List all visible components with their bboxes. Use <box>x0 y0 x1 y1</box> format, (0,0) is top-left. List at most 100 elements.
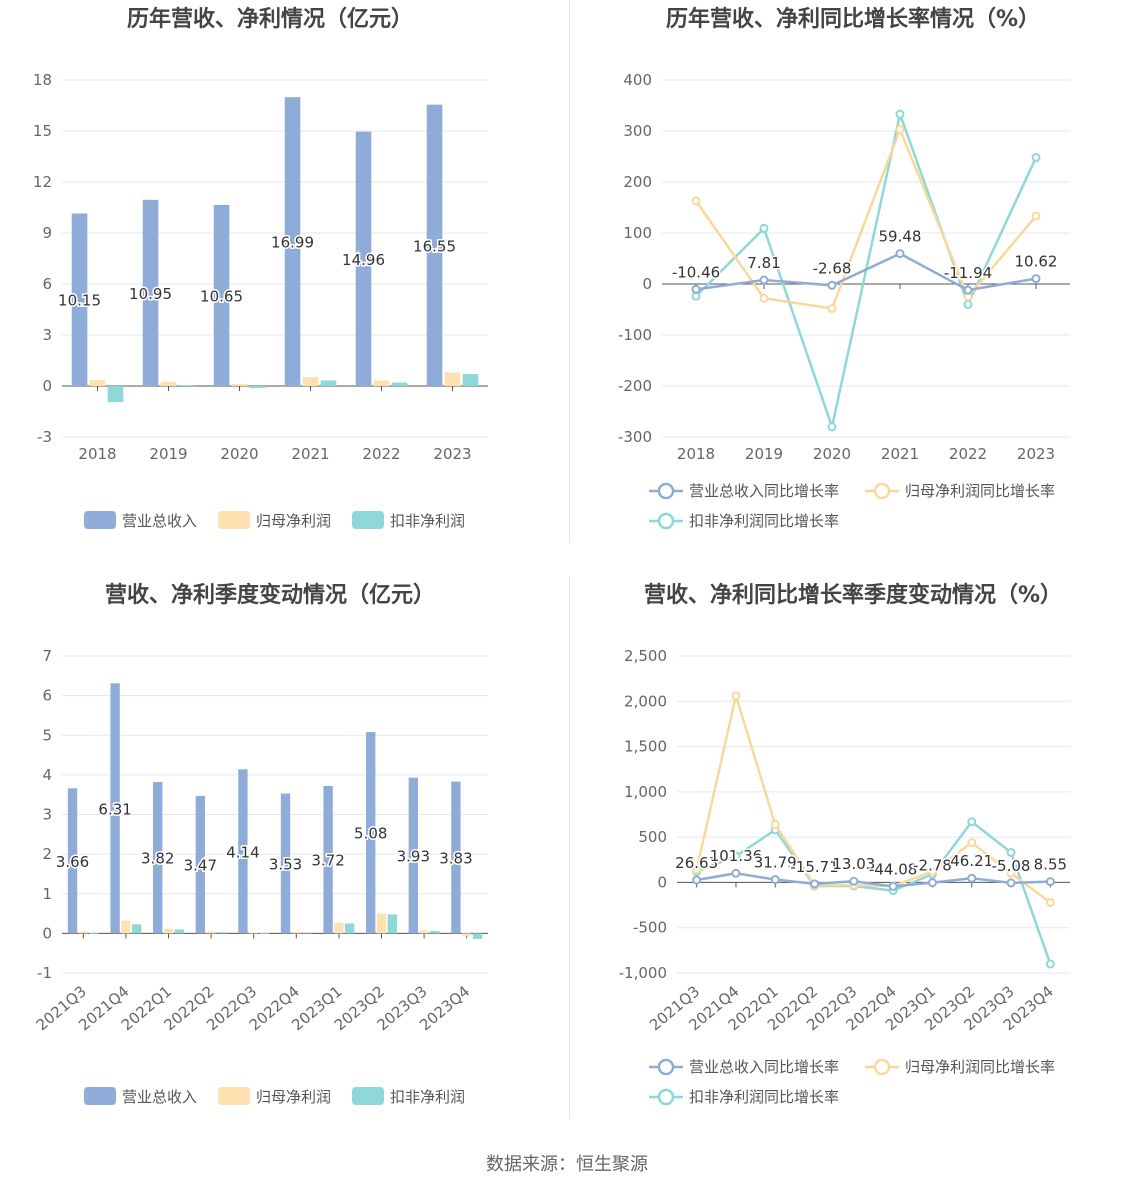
point-2 <box>1045 959 1055 969</box>
point-1 <box>927 867 937 877</box>
legend-label: 归母净利润 <box>256 512 331 530</box>
point-2 <box>967 817 977 827</box>
data-label: 13.03 <box>832 855 875 873</box>
point-0 <box>770 875 780 885</box>
data-label: 7.81 <box>747 254 780 272</box>
y-tick-label: 0 <box>42 377 52 395</box>
legend-label: 归母净利润同比增长率 <box>905 1058 1055 1076</box>
data-label: 8.55 <box>1034 856 1067 874</box>
bar-1 <box>376 913 387 934</box>
data-label: 5.08 <box>354 825 387 843</box>
bar-1 <box>334 922 344 934</box>
y-tick-label: -1,000 <box>619 964 667 982</box>
series-line-1 <box>695 690 1052 904</box>
data-label: -2.68 <box>813 259 852 277</box>
point-1 <box>759 293 769 303</box>
legend-label: 营业总收入 <box>122 1088 197 1106</box>
data-label: 3.83 <box>439 849 472 867</box>
point-0 <box>731 868 741 878</box>
point-2 <box>1031 153 1041 163</box>
point-1 <box>770 819 780 829</box>
bar-0 <box>67 788 78 934</box>
bar-0 <box>284 97 301 387</box>
point-2 <box>1006 848 1016 858</box>
bar-2 <box>259 932 270 934</box>
y-tick-label: 18 <box>33 71 52 89</box>
y-tick-label: 2,500 <box>624 647 667 665</box>
x-tick-label: 2023 <box>433 445 471 463</box>
point-0 <box>963 285 973 295</box>
y-tick-label: 6 <box>42 687 52 705</box>
point-2 <box>731 851 741 861</box>
y-tick-label: 7 <box>42 647 52 665</box>
data-label: 46.21 <box>950 852 993 870</box>
legend-label: 归母净利润同比增长率 <box>905 482 1055 500</box>
y-tick-label: 200 <box>623 173 652 191</box>
data-label: 10.95 <box>129 285 172 303</box>
legend-swatch <box>218 511 250 529</box>
bar-0 <box>153 782 163 934</box>
point-1 <box>895 124 905 134</box>
data-label: 101.36 <box>710 847 763 865</box>
legend-label: 扣非净利润 <box>390 1088 465 1106</box>
bar-2 <box>462 374 479 386</box>
legend-swatch <box>218 1087 250 1105</box>
y-tick-label: 1,500 <box>624 738 667 756</box>
x-tick-label: 2018 <box>677 445 715 463</box>
chart-title: 历年营收、净利同比增长率情况（%） <box>666 6 1040 32</box>
bar-1 <box>291 931 301 934</box>
y-tick-label: -300 <box>618 428 652 446</box>
bar-0 <box>426 104 443 387</box>
y-tick-label: 0 <box>657 873 667 891</box>
data-label: -5.08 <box>992 857 1031 875</box>
vertical-divider-bottom <box>569 576 570 1118</box>
series-line-2 <box>696 819 1052 965</box>
bar-2 <box>320 380 337 386</box>
data-label: 3.47 <box>184 857 217 875</box>
bar-0 <box>451 781 461 934</box>
bar-0 <box>323 785 333 934</box>
data-label: 6.31 <box>98 800 131 818</box>
data-label: -10.46 <box>672 263 720 281</box>
legend-marker <box>657 482 675 500</box>
annual-growth-chart: 历年营收、净利同比增长率情况（%） -300 -200 -100 0 100 200 300 4… <box>567 0 1134 560</box>
x-tick-label: 2018 <box>78 445 116 463</box>
legend-marker <box>873 482 891 500</box>
chart-title: 历年营收、净利情况（亿元） <box>127 6 413 32</box>
bar-1 <box>462 933 472 936</box>
data-label: 59.48 <box>879 228 922 246</box>
quarterly-amount-chart: 营收、净利季度变动情况（亿元） -1 0 1 2 3 4 5 6 7 2021Q3 2021Q4 202… <box>0 576 567 1136</box>
y-tick-label: -500 <box>633 919 667 937</box>
bar-0 <box>213 204 230 386</box>
y-tick-label: 2 <box>42 845 52 863</box>
bar-1 <box>444 372 461 386</box>
y-tick-label: 3 <box>42 326 52 344</box>
chart-title: 营收、净利季度变动情况（亿元） <box>105 582 435 608</box>
y-tick-label: 4 <box>42 766 52 784</box>
y-tick-label: 12 <box>33 173 52 191</box>
data-label: 3.82 <box>141 850 174 868</box>
chart-title: 营收、净利同比增长率季度变动情况（%） <box>644 582 1062 608</box>
point-1 <box>827 303 837 313</box>
bar-2 <box>178 385 195 386</box>
bar-2 <box>344 923 355 934</box>
bar-2 <box>107 386 124 403</box>
point-0 <box>827 280 837 290</box>
bar-2 <box>302 932 312 934</box>
bar-1 <box>163 928 174 934</box>
point-2 <box>759 223 769 233</box>
point-1 <box>1045 897 1055 907</box>
data-label: 3.93 <box>397 848 430 866</box>
bar-1 <box>373 380 390 386</box>
data-label: 10.65 <box>200 287 243 305</box>
data-source: 数据来源：恒生聚源 <box>486 1154 648 1175</box>
x-tick-label: 2022 <box>362 445 400 463</box>
x-tick-label: 2020 <box>220 445 258 463</box>
point-0 <box>888 881 898 891</box>
data-label: 31.79 <box>754 854 797 872</box>
legend-label: 扣非净利润 <box>390 512 465 530</box>
y-tick-label: 6 <box>42 275 52 293</box>
legend-label: 归母净利润 <box>256 1088 331 1106</box>
bar-2 <box>249 386 266 389</box>
data-label: 3.66 <box>56 853 89 871</box>
